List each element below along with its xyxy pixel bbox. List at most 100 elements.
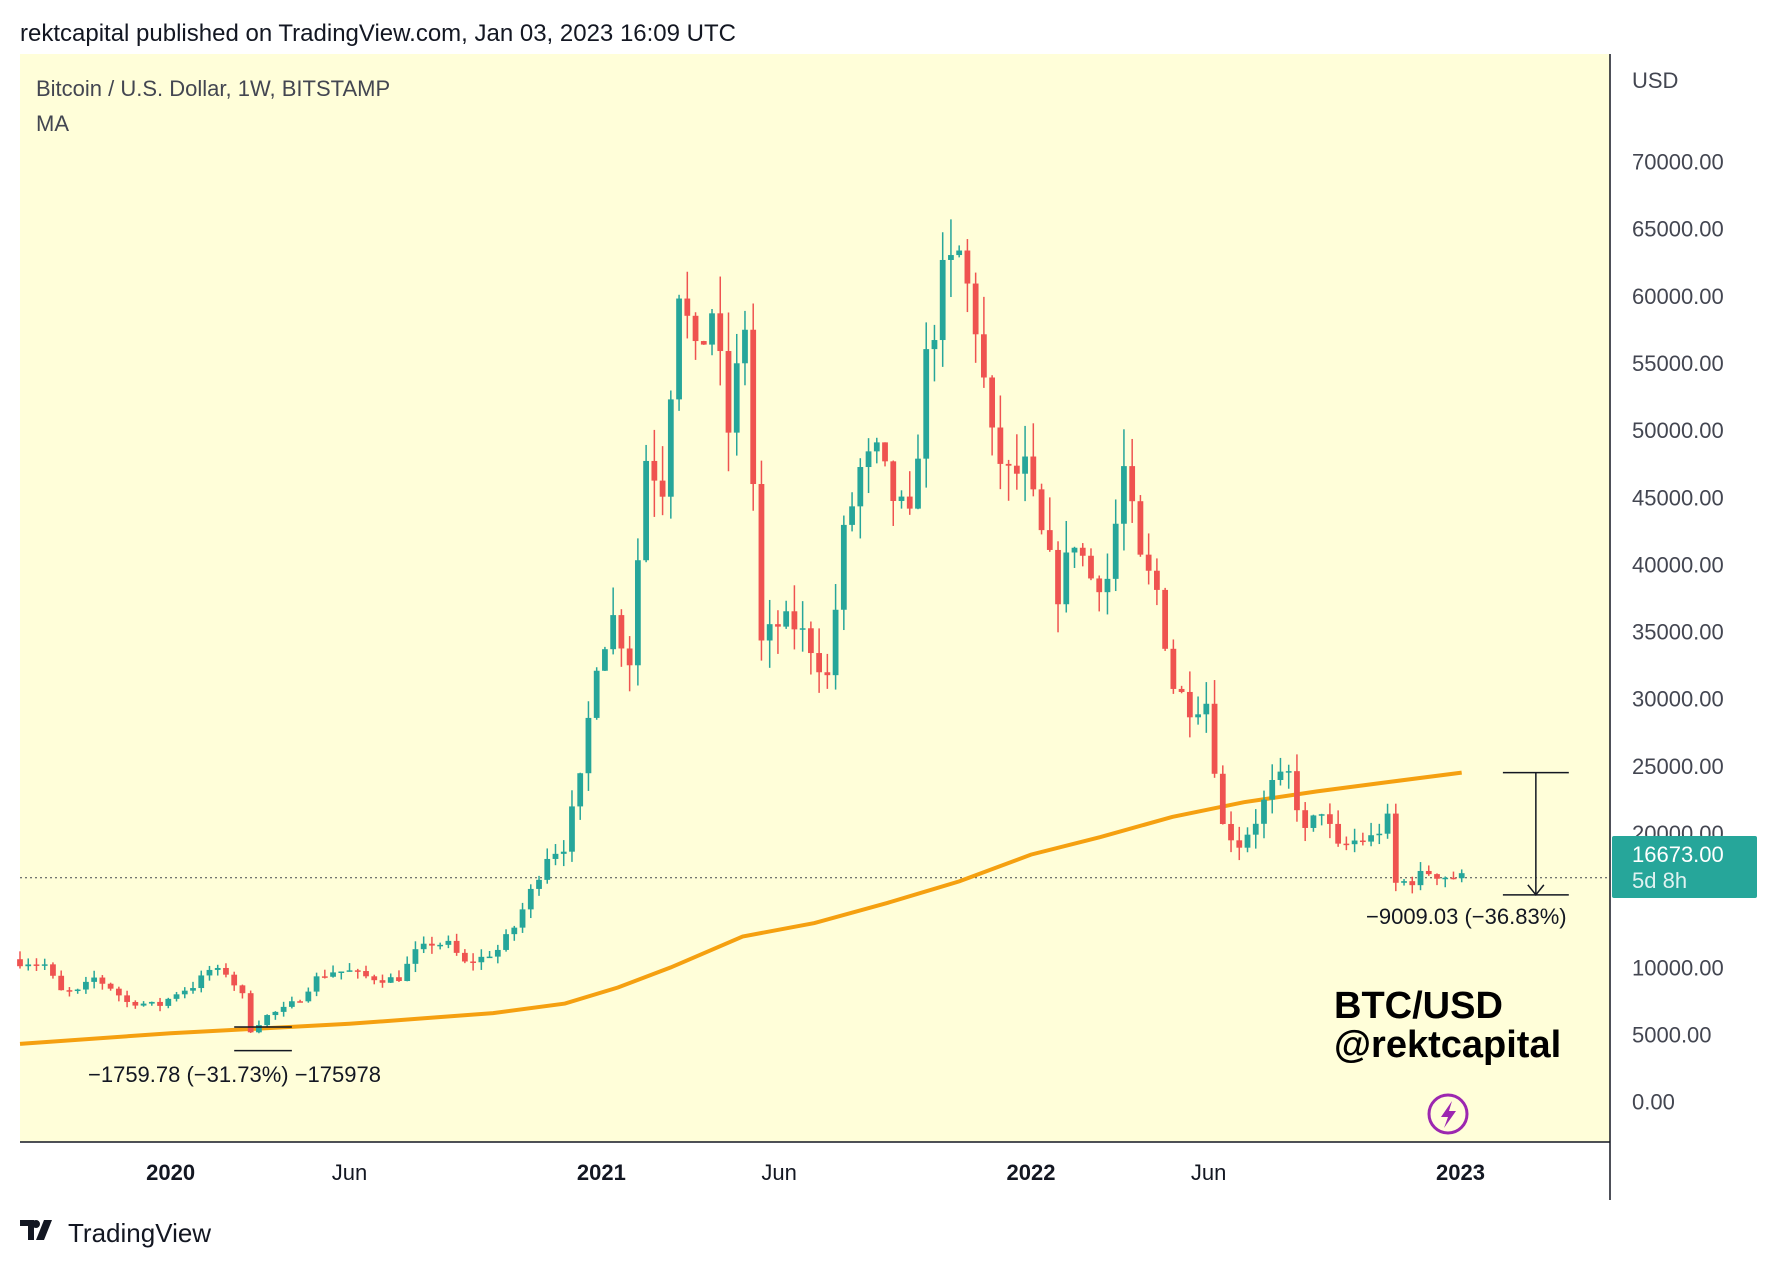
candle bbox=[264, 1014, 271, 1028]
candle bbox=[676, 294, 682, 411]
candle bbox=[799, 601, 806, 652]
annotation-line-1: BTC/USD bbox=[1334, 985, 1503, 1027]
symbol-line: Bitcoin / U.S. Dollar, 1W, BITSTAMP bbox=[36, 76, 390, 101]
candle bbox=[494, 944, 501, 964]
candle bbox=[363, 965, 369, 979]
candle bbox=[503, 929, 509, 952]
candle bbox=[1359, 832, 1366, 846]
candle bbox=[857, 458, 864, 539]
candle bbox=[1310, 814, 1317, 832]
candle bbox=[1071, 546, 1078, 568]
candle bbox=[396, 970, 402, 982]
last-price-value: 16673.00 bbox=[1632, 842, 1724, 867]
candle bbox=[338, 971, 345, 980]
candle bbox=[742, 310, 748, 386]
candle bbox=[1335, 810, 1342, 847]
candle bbox=[519, 902, 526, 933]
candle bbox=[569, 790, 575, 862]
tradingview-brand[interactable]: TradingView bbox=[68, 1218, 212, 1248]
candle bbox=[1112, 499, 1119, 592]
candle bbox=[997, 395, 1004, 490]
candle bbox=[387, 973, 394, 983]
candle bbox=[272, 1011, 279, 1020]
candle bbox=[1434, 873, 1440, 886]
candle bbox=[972, 272, 979, 363]
candle bbox=[107, 982, 114, 991]
candle bbox=[1170, 639, 1177, 694]
candle bbox=[124, 990, 130, 1008]
candle bbox=[849, 492, 855, 532]
candle bbox=[1162, 587, 1169, 651]
candle bbox=[1318, 813, 1325, 826]
candle bbox=[1195, 696, 1201, 725]
candle bbox=[1327, 803, 1333, 839]
overlay-layer bbox=[234, 771, 1569, 1052]
candle bbox=[371, 974, 378, 985]
candle bbox=[1186, 671, 1193, 738]
candle bbox=[1425, 865, 1432, 876]
tradingview-logo-icon[interactable] bbox=[20, 1218, 60, 1249]
candle bbox=[775, 610, 781, 654]
candle bbox=[206, 965, 213, 981]
candle bbox=[577, 772, 584, 820]
candle bbox=[1005, 459, 1012, 501]
candle bbox=[733, 333, 740, 456]
candle bbox=[873, 437, 880, 464]
candle bbox=[824, 653, 831, 689]
candle bbox=[766, 599, 773, 668]
candle bbox=[1269, 764, 1276, 814]
candle bbox=[791, 585, 798, 650]
x-tick-label: Jun bbox=[761, 1160, 796, 1185]
candle bbox=[379, 974, 386, 988]
candle bbox=[165, 997, 172, 1009]
candle bbox=[906, 471, 913, 515]
candle bbox=[560, 840, 567, 867]
candle bbox=[1055, 541, 1061, 633]
candle bbox=[1442, 876, 1449, 888]
candle bbox=[816, 628, 823, 693]
candle bbox=[1104, 553, 1111, 615]
plot-background bbox=[20, 54, 1610, 1142]
candle bbox=[1294, 754, 1300, 822]
candle bbox=[157, 997, 163, 1012]
candle bbox=[486, 950, 493, 959]
y-tick-label: 5000.00 bbox=[1632, 1023, 1712, 1048]
candle bbox=[181, 987, 188, 999]
candle bbox=[231, 971, 238, 991]
candle bbox=[99, 975, 106, 990]
candle bbox=[140, 1001, 147, 1007]
candle bbox=[626, 636, 633, 692]
candle bbox=[1063, 520, 1070, 613]
lightning-bolt-icon[interactable] bbox=[1427, 1093, 1469, 1135]
candle bbox=[527, 884, 534, 919]
y-tick-label: 50000.00 bbox=[1632, 418, 1724, 443]
y-tick-label: 70000.00 bbox=[1632, 149, 1724, 174]
candle bbox=[593, 667, 600, 720]
candle bbox=[890, 460, 897, 526]
candle bbox=[964, 239, 971, 313]
candle bbox=[536, 875, 542, 896]
candle bbox=[1368, 822, 1374, 847]
candle bbox=[1417, 862, 1424, 891]
candle bbox=[83, 976, 89, 994]
candle bbox=[412, 941, 419, 973]
candle bbox=[511, 925, 518, 941]
candle bbox=[923, 322, 930, 488]
candle bbox=[1401, 879, 1407, 886]
candle bbox=[1261, 790, 1267, 839]
candle bbox=[1277, 757, 1284, 786]
candle bbox=[989, 375, 996, 456]
candle bbox=[1154, 558, 1160, 606]
x-tick-label: 2022 bbox=[1006, 1160, 1055, 1185]
candle bbox=[1409, 876, 1416, 894]
candle bbox=[1285, 764, 1292, 789]
y-tick-label: 10000.00 bbox=[1632, 955, 1724, 980]
y-axis-unit: USD bbox=[1632, 68, 1678, 93]
candles-layer bbox=[17, 219, 1465, 1034]
candle bbox=[783, 600, 790, 629]
candle bbox=[717, 276, 724, 386]
candle bbox=[288, 996, 295, 1009]
y-tick-label: 30000.00 bbox=[1632, 687, 1724, 712]
candle bbox=[939, 232, 946, 367]
